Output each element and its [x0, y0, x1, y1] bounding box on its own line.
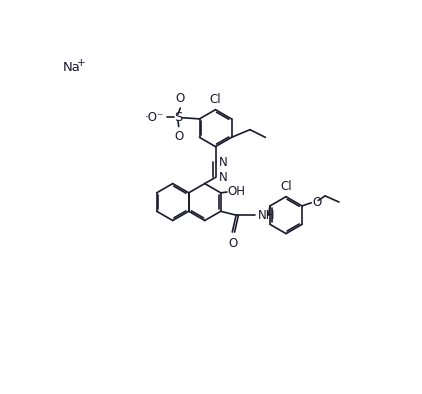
Text: O: O [174, 130, 183, 143]
Text: NH: NH [258, 209, 275, 222]
Text: OH: OH [227, 185, 246, 198]
Text: N: N [219, 156, 227, 169]
Text: ·O⁻: ·O⁻ [145, 111, 164, 124]
Text: +: + [77, 58, 86, 68]
Text: N: N [219, 171, 227, 184]
Text: O: O [176, 92, 185, 105]
Text: Cl: Cl [280, 180, 292, 193]
Text: Cl: Cl [210, 93, 221, 106]
Text: S: S [174, 111, 182, 124]
Text: O: O [228, 237, 238, 250]
Text: O: O [313, 195, 322, 208]
Text: Na: Na [63, 61, 81, 74]
